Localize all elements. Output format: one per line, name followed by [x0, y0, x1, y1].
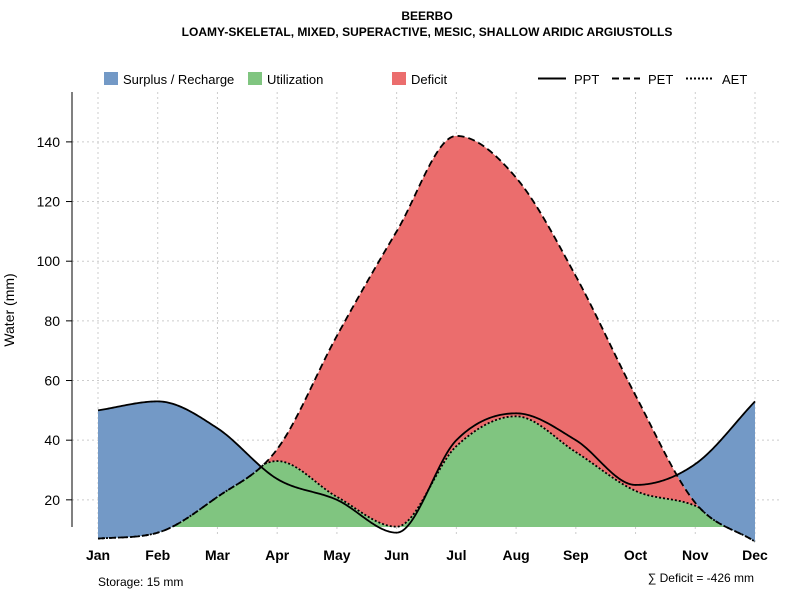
x-tick-label-nov: Nov	[682, 547, 709, 563]
x-tick-label-jul: Jul	[446, 547, 466, 563]
y-tick-label: 40	[44, 432, 60, 448]
x-tick-label-jun: Jun	[384, 547, 409, 563]
legend-label-pet: PET	[648, 72, 673, 87]
x-tick-label-jan: Jan	[86, 547, 110, 563]
x-tick-label-apr: Apr	[265, 547, 290, 563]
legend-swatch-deficit	[392, 72, 406, 85]
x-tick-label-mar: Mar	[205, 547, 230, 563]
legend-label-surplus-recharge: Surplus / Recharge	[123, 72, 234, 87]
utilization-area	[98, 416, 755, 542]
legend-label-ppt: PPT	[574, 72, 599, 87]
legend-label-deficit: Deficit	[411, 72, 448, 87]
y-tick-label: 20	[44, 492, 60, 508]
axes: 20 40 60 80 100 120 140 Jan Feb Mar Apr May Jun Jul Au…	[37, 92, 768, 563]
x-tick-label-may: May	[323, 547, 350, 563]
grid	[72, 92, 780, 535]
area-layer	[98, 135, 755, 542]
surplus-recharge-area	[677, 401, 755, 542]
legend: Surplus / Recharge Utilization Deficit PPT P…	[104, 72, 747, 87]
x-tick-label-sep: Sep	[563, 547, 589, 563]
y-tick-label: 80	[44, 313, 60, 329]
series-line-pet	[97, 135, 756, 543]
x-tick-label-aug: Aug	[502, 547, 529, 563]
x-tick-label-oct: Oct	[624, 547, 648, 563]
legend-swatch-surplus-recharge	[104, 72, 118, 85]
deficit-note: ∑ Deficit = -426 mm	[648, 571, 754, 585]
storage-note: Storage: 15 mm	[98, 575, 183, 589]
y-tick-label: 60	[44, 373, 60, 389]
x-tick-label-feb: Feb	[145, 547, 170, 563]
y-tick-label: 100	[37, 253, 61, 269]
legend-label-aet: AET	[722, 72, 747, 87]
x-tick-label-dec: Dec	[742, 547, 768, 563]
surplus-recharge-area	[98, 401, 261, 539]
legend-swatch-utilization	[248, 72, 262, 85]
y-tick-label: 140	[37, 134, 61, 150]
y-tick-label: 120	[37, 194, 61, 210]
chart-title: BEERBO	[401, 9, 452, 23]
series-line-aet	[97, 415, 756, 543]
line-layer	[97, 135, 756, 543]
chart-subtitle: LOAMY-SKELETAL, MIXED, SUPERACTIVE, MESI…	[182, 25, 673, 39]
legend-label-utilization: Utilization	[267, 72, 323, 87]
y-axis-label: Water (mm)	[1, 273, 17, 346]
deficit-area	[265, 135, 699, 527]
